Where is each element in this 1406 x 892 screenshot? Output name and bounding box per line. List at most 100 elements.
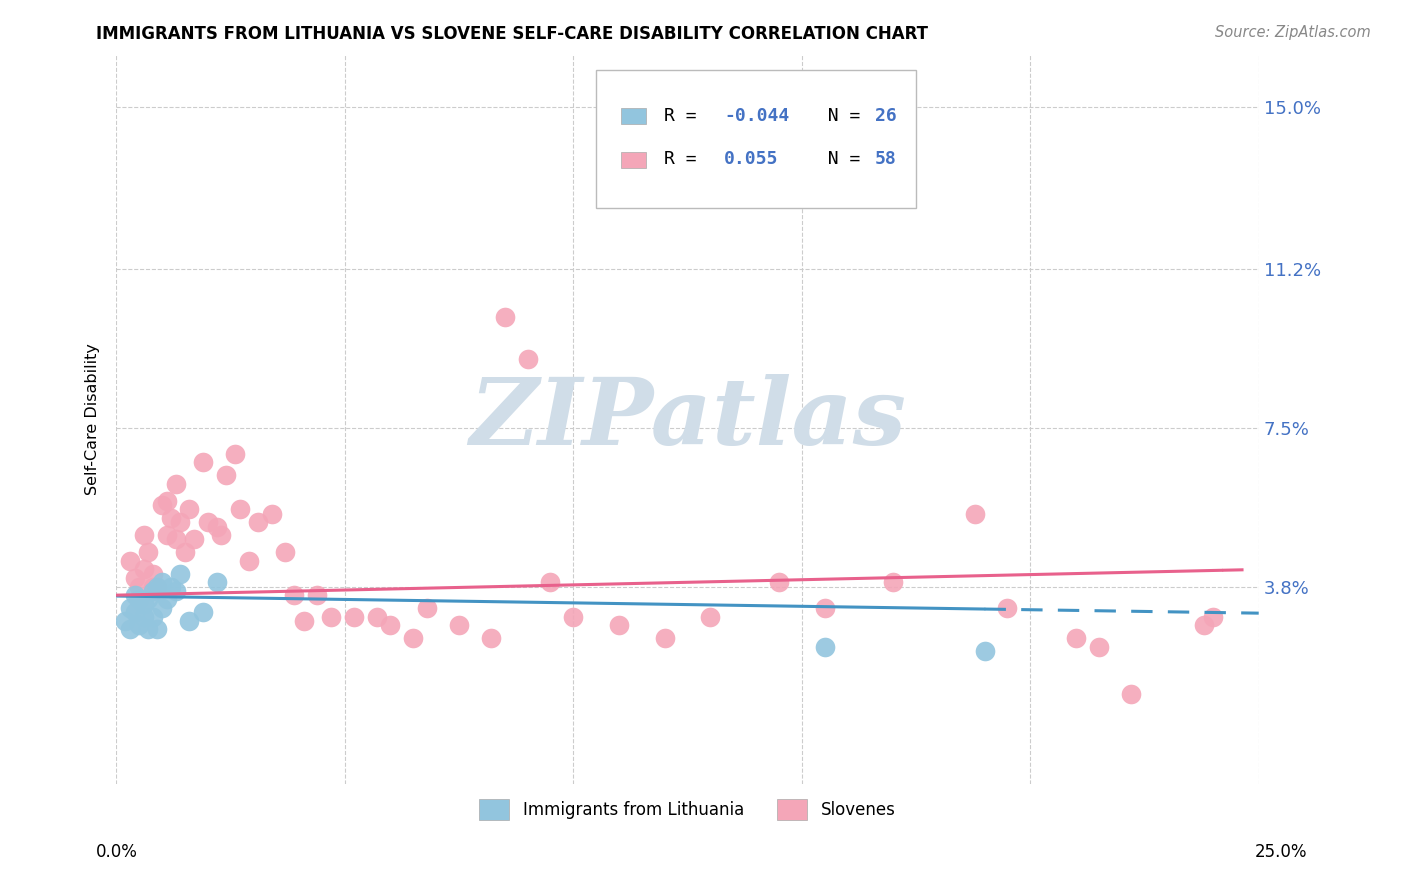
- Point: [142, 580, 165, 594]
- Text: N =: N =: [806, 151, 872, 169]
- Point: [128, 580, 150, 594]
- Point: [416, 601, 439, 615]
- Point: [155, 528, 177, 542]
- Point: [146, 580, 169, 594]
- Point: [160, 580, 183, 594]
- Point: [191, 455, 214, 469]
- Point: [165, 476, 187, 491]
- Point: [654, 631, 676, 645]
- Point: [118, 623, 141, 637]
- Point: [179, 614, 201, 628]
- Text: 58: 58: [875, 151, 897, 169]
- Point: [197, 516, 219, 530]
- Point: [274, 545, 297, 559]
- Point: [183, 533, 205, 547]
- Point: [128, 618, 150, 632]
- Point: [160, 511, 183, 525]
- Point: [319, 609, 342, 624]
- Point: [136, 592, 159, 607]
- FancyBboxPatch shape: [596, 70, 915, 208]
- Text: R =: R =: [664, 151, 718, 169]
- Point: [169, 516, 191, 530]
- Point: [114, 614, 136, 628]
- Point: [150, 498, 173, 512]
- Text: 0.0%: 0.0%: [96, 843, 138, 861]
- Point: [516, 352, 538, 367]
- Point: [191, 605, 214, 619]
- Point: [292, 614, 315, 628]
- Point: [343, 609, 366, 624]
- Text: R =: R =: [664, 107, 707, 125]
- Point: [562, 609, 585, 624]
- Point: [307, 588, 329, 602]
- Point: [973, 644, 995, 658]
- Point: [228, 502, 250, 516]
- Point: [813, 640, 835, 654]
- Point: [179, 502, 201, 516]
- Point: [995, 601, 1018, 615]
- Y-axis label: Self-Care Disability: Self-Care Disability: [86, 343, 100, 495]
- Text: 26: 26: [875, 107, 897, 125]
- Point: [246, 516, 269, 530]
- Point: [813, 601, 835, 615]
- Point: [165, 583, 187, 598]
- Point: [538, 575, 561, 590]
- Point: [366, 609, 388, 624]
- Point: [142, 609, 165, 624]
- Point: [146, 580, 169, 594]
- Point: [132, 609, 155, 624]
- Point: [169, 566, 191, 581]
- Point: [699, 609, 721, 624]
- Point: [479, 631, 502, 645]
- Point: [165, 533, 187, 547]
- Point: [146, 623, 169, 637]
- Point: [124, 588, 146, 602]
- Point: [205, 575, 228, 590]
- Point: [882, 575, 904, 590]
- Point: [124, 571, 146, 585]
- Point: [155, 592, 177, 607]
- Point: [205, 519, 228, 533]
- Point: [965, 507, 987, 521]
- Point: [224, 447, 246, 461]
- Point: [132, 597, 155, 611]
- Point: [607, 618, 630, 632]
- Point: [1087, 640, 1109, 654]
- Text: Source: ZipAtlas.com: Source: ZipAtlas.com: [1215, 25, 1371, 40]
- Point: [380, 618, 402, 632]
- Point: [1192, 618, 1215, 632]
- Point: [1119, 687, 1142, 701]
- Point: [1064, 631, 1087, 645]
- Point: [283, 588, 305, 602]
- Point: [124, 605, 146, 619]
- Point: [494, 310, 516, 324]
- Point: [402, 631, 425, 645]
- Text: N =: N =: [806, 107, 872, 125]
- Point: [132, 562, 155, 576]
- Text: 0.055: 0.055: [724, 151, 779, 169]
- Point: [1202, 609, 1225, 624]
- Point: [209, 528, 232, 542]
- Text: -0.044: -0.044: [724, 107, 789, 125]
- Text: IMMIGRANTS FROM LITHUANIA VS SLOVENE SELF-CARE DISABILITY CORRELATION CHART: IMMIGRANTS FROM LITHUANIA VS SLOVENE SEL…: [96, 25, 928, 43]
- Text: ZIPatlas: ZIPatlas: [470, 375, 905, 465]
- Point: [118, 554, 141, 568]
- Legend: Immigrants from Lithuania, Slovenes: Immigrants from Lithuania, Slovenes: [472, 793, 903, 826]
- Text: 25.0%: 25.0%: [1256, 843, 1308, 861]
- Point: [150, 601, 173, 615]
- Point: [136, 545, 159, 559]
- FancyBboxPatch shape: [621, 152, 647, 168]
- Point: [150, 575, 173, 590]
- Point: [142, 566, 165, 581]
- Point: [142, 583, 165, 598]
- Point: [128, 592, 150, 607]
- Point: [215, 468, 238, 483]
- Point: [447, 618, 470, 632]
- Point: [118, 601, 141, 615]
- Point: [132, 528, 155, 542]
- Point: [238, 554, 260, 568]
- FancyBboxPatch shape: [621, 108, 647, 124]
- Point: [155, 494, 177, 508]
- Point: [768, 575, 790, 590]
- Point: [173, 545, 195, 559]
